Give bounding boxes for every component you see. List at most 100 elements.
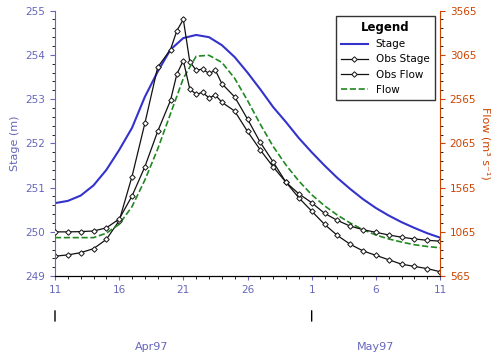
Obs Stage: [437, 270, 443, 274]
Flow: [219, 60, 225, 64]
Obs Stage: [386, 258, 392, 262]
Stage: [437, 235, 443, 240]
Stage: [398, 220, 404, 224]
Stage: [308, 150, 314, 154]
Stage: [334, 176, 340, 180]
Flow: [258, 122, 264, 126]
Stage: [180, 36, 186, 40]
Obs Stage: [244, 117, 250, 121]
Obs Stage: [270, 160, 276, 164]
Obs Stage: [142, 121, 148, 126]
Obs Stage: [398, 262, 404, 266]
Obs Stage: [219, 81, 225, 86]
Flow: [52, 235, 58, 240]
Obs Stage: [180, 17, 186, 22]
Obs Flow: [154, 129, 160, 133]
Obs Stage: [347, 242, 353, 246]
Obs Flow: [142, 165, 148, 169]
Obs Flow: [200, 90, 205, 95]
Line: Flow: Flow: [55, 55, 440, 248]
Obs Flow: [398, 235, 404, 239]
Stage: [206, 35, 212, 39]
Obs Flow: [270, 165, 276, 169]
Obs Flow: [180, 58, 186, 63]
Obs Flow: [212, 93, 218, 97]
Flow: [78, 235, 84, 240]
Stage: [412, 226, 418, 230]
Flow: [180, 76, 186, 80]
Stage: [52, 201, 58, 205]
Obs Stage: [206, 71, 212, 75]
Obs Flow: [78, 229, 84, 234]
Stage: [78, 194, 84, 198]
Stage: [360, 197, 366, 201]
Flow: [206, 53, 212, 57]
Stage: [347, 187, 353, 191]
Obs Flow: [104, 226, 110, 230]
Y-axis label: Stage (m): Stage (m): [10, 116, 20, 171]
Obs Flow: [296, 192, 302, 196]
Obs Flow: [437, 239, 443, 243]
Flow: [437, 246, 443, 250]
Obs Stage: [360, 249, 366, 253]
Stage: [296, 136, 302, 140]
Obs Stage: [104, 237, 110, 241]
Legend: Stage, Obs Stage, Obs Flow, Flow: Stage, Obs Stage, Obs Flow, Flow: [336, 16, 435, 100]
Obs Flow: [129, 194, 135, 198]
Obs Flow: [52, 230, 58, 234]
Obs Flow: [116, 217, 122, 221]
Text: Apr97: Apr97: [134, 343, 168, 353]
Obs Stage: [65, 253, 71, 257]
Text: May97: May97: [357, 343, 395, 353]
Obs Flow: [65, 230, 71, 234]
Obs Stage: [174, 28, 180, 33]
Obs Flow: [334, 218, 340, 223]
Obs Flow: [347, 224, 353, 228]
Obs Flow: [168, 98, 173, 103]
Obs Flow: [360, 228, 366, 232]
Stage: [116, 148, 122, 152]
Flow: [154, 147, 160, 151]
Flow: [168, 112, 173, 116]
Stage: [283, 120, 289, 124]
Flow: [270, 144, 276, 149]
Stage: [373, 206, 379, 210]
Obs Stage: [412, 264, 418, 269]
Stage: [244, 70, 250, 75]
Stage: [168, 47, 173, 52]
Flow: [193, 54, 199, 58]
Obs Flow: [232, 109, 237, 113]
Line: Obs Stage: Obs Stage: [53, 18, 442, 274]
Flow: [116, 222, 122, 227]
Obs Stage: [373, 253, 379, 257]
Line: Obs Flow: Obs Flow: [53, 59, 442, 243]
Flow: [386, 237, 392, 241]
Obs Stage: [200, 67, 205, 71]
Obs Flow: [308, 200, 314, 205]
Obs Stage: [212, 68, 218, 73]
Obs Stage: [283, 180, 289, 184]
Obs Stage: [90, 247, 96, 251]
Obs Flow: [187, 87, 193, 91]
Obs Flow: [219, 100, 225, 104]
Flow: [373, 233, 379, 237]
Obs Flow: [283, 180, 289, 184]
Obs Stage: [193, 68, 199, 73]
Stage: [193, 33, 199, 37]
Obs Flow: [424, 238, 430, 242]
Obs Stage: [116, 219, 122, 223]
Obs Flow: [258, 148, 264, 152]
Flow: [360, 228, 366, 232]
Flow: [244, 98, 250, 103]
Stage: [270, 105, 276, 109]
Stage: [65, 199, 71, 203]
Stage: [142, 95, 148, 99]
Stage: [104, 168, 110, 172]
Flow: [347, 221, 353, 225]
Flow: [142, 178, 148, 182]
Obs Flow: [244, 129, 250, 133]
Obs Stage: [232, 95, 237, 99]
Stage: [154, 70, 160, 74]
Obs Stage: [52, 254, 58, 258]
Stage: [90, 183, 96, 188]
